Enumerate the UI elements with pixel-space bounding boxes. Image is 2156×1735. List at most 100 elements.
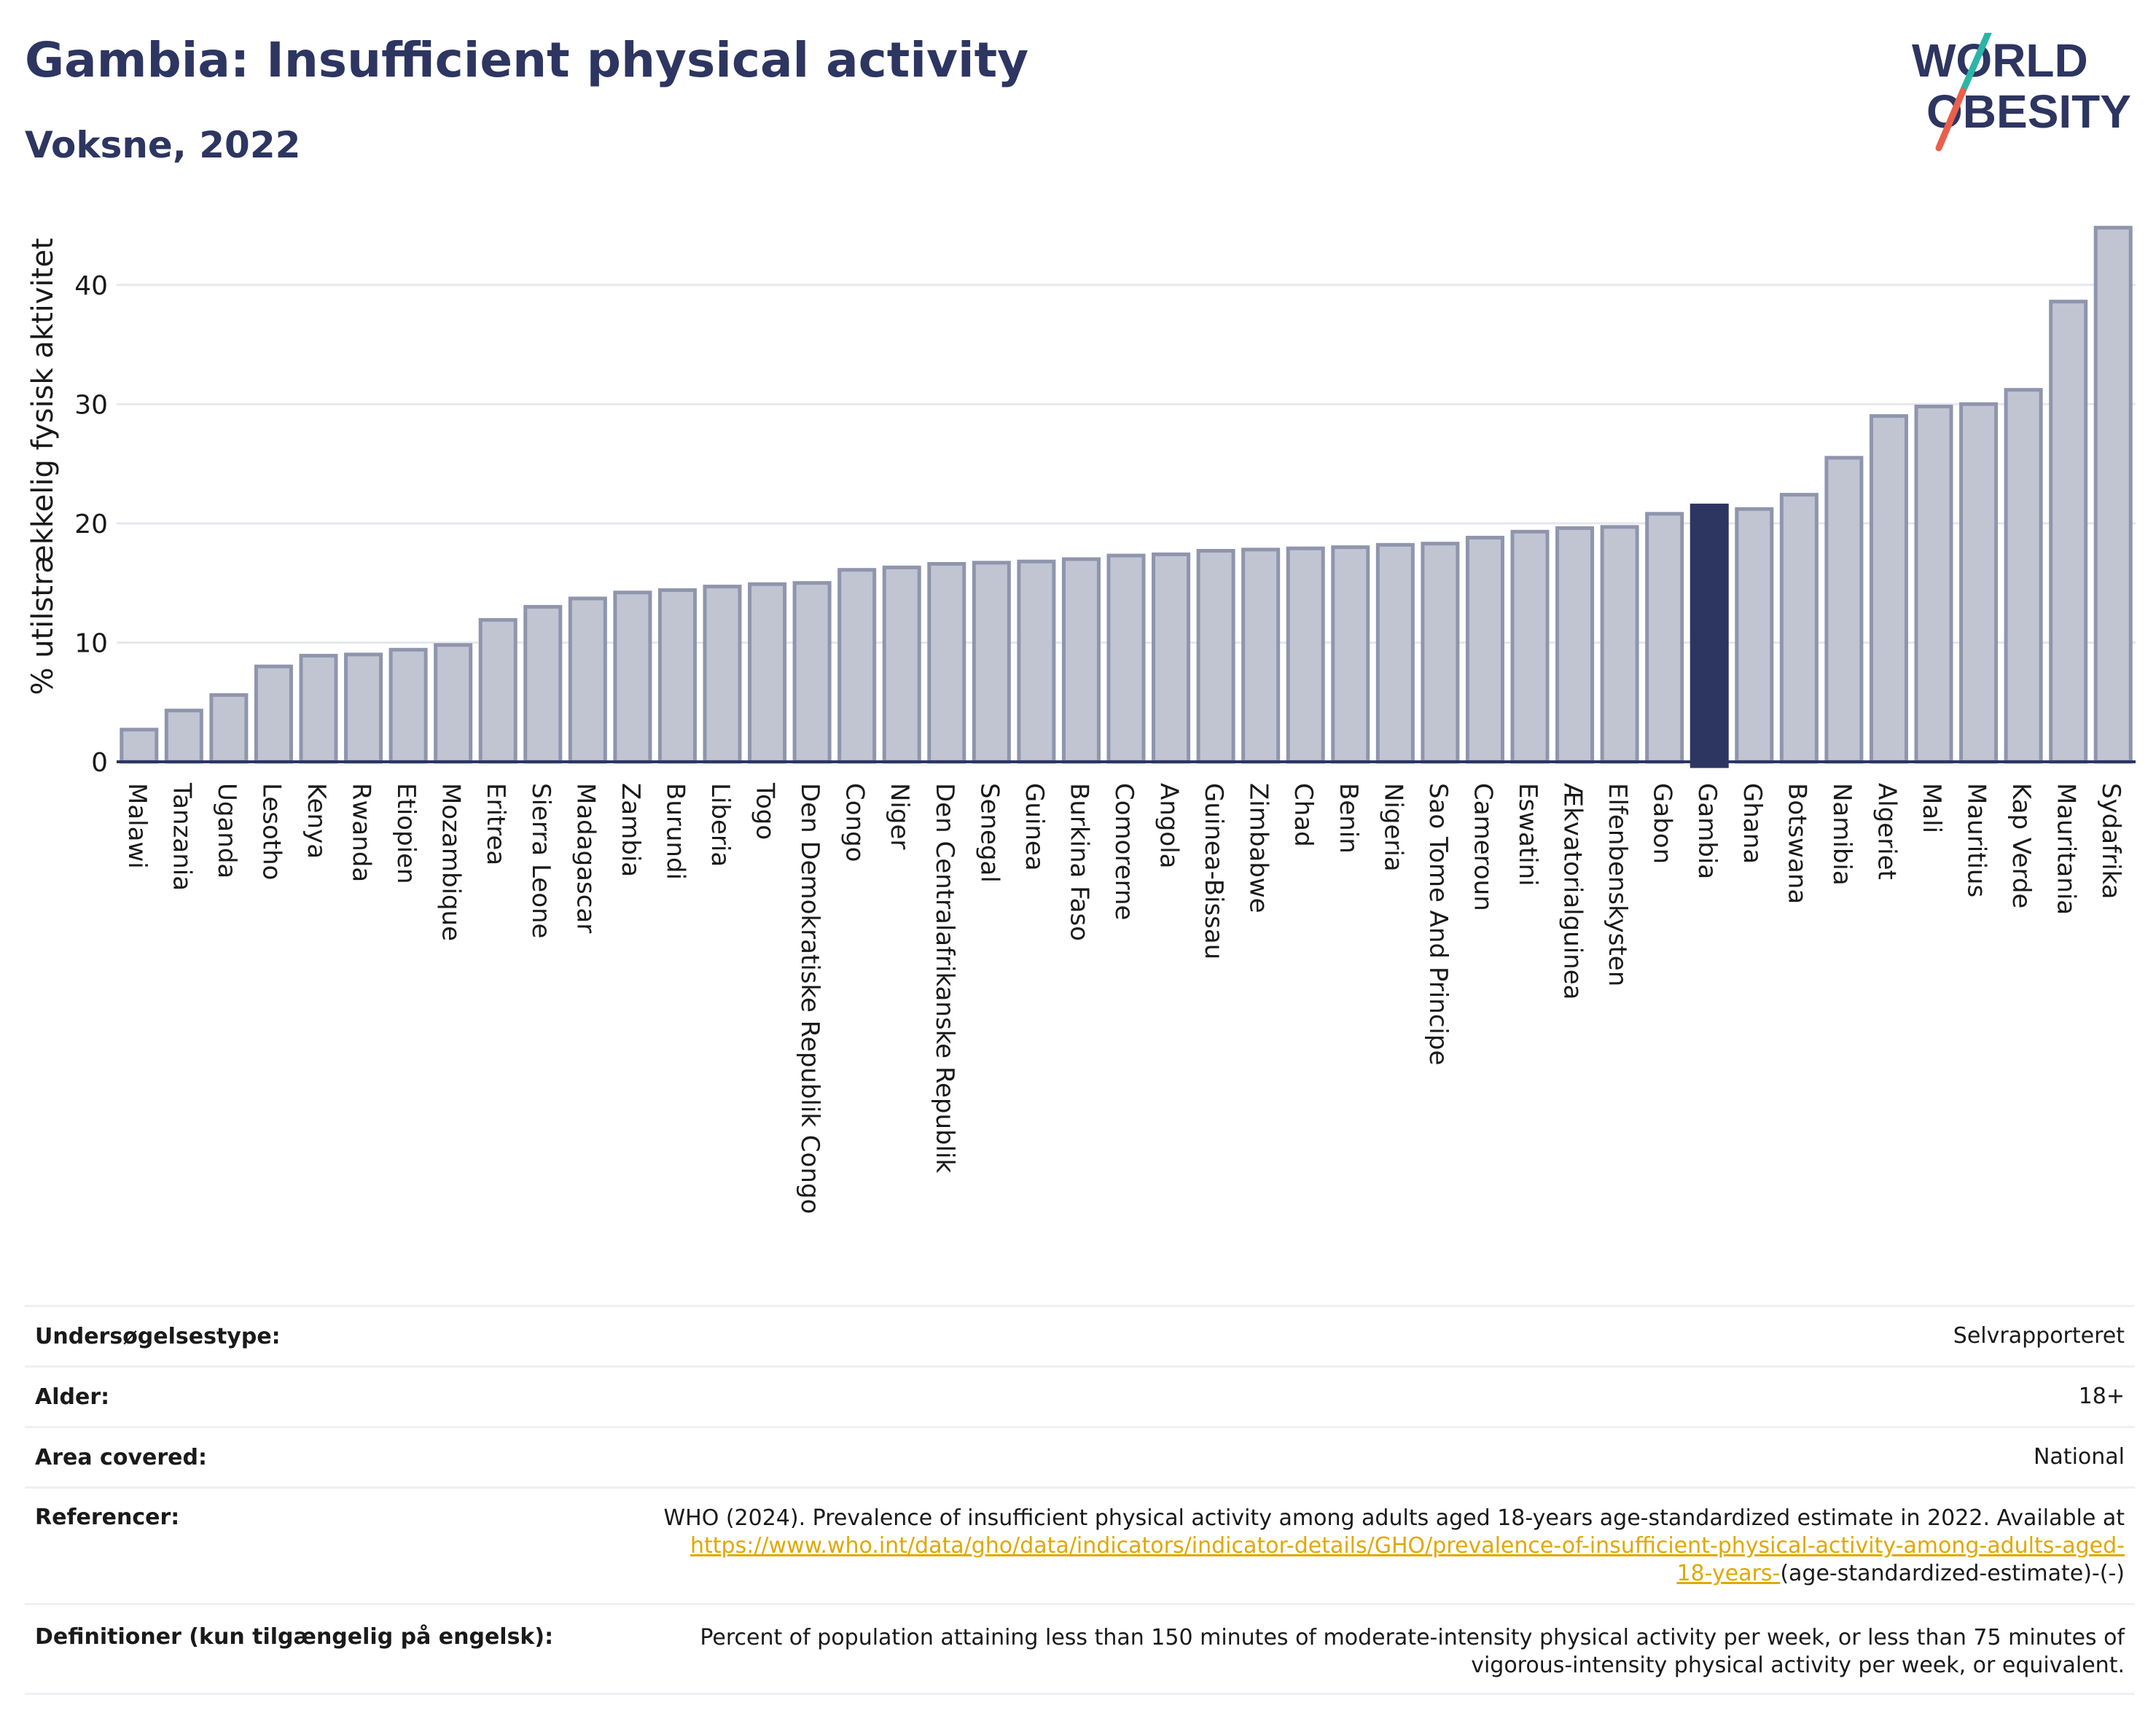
x-tick-label: Mozambique — [437, 783, 466, 941]
info-value: Selvrapporteret — [1953, 1323, 2125, 1349]
references-value: WHO (2024). Prevalence of insufficient p… — [663, 1505, 2135, 1588]
bar-nigeria — [1375, 542, 1415, 764]
bar-kap-verde — [2004, 388, 2043, 764]
x-tick-label: Cameroun — [1468, 783, 1497, 911]
bar-malawi — [120, 728, 159, 764]
references-key: Referencer: — [35, 1505, 180, 1530]
x-tick-label: Benin — [1334, 783, 1363, 854]
bar-niger — [882, 565, 921, 764]
x-tick-label: Mali — [1917, 783, 1946, 833]
x-tick-label: Den Centralafrikanske Republik — [930, 783, 959, 1173]
bar-mauritania — [2049, 300, 2088, 764]
bar-chad — [1286, 546, 1325, 764]
page-subtitle: Voksne, 2022 — [25, 124, 301, 166]
bar-den-centralafrikanske-republik — [927, 561, 966, 764]
bar-sydafrika — [2093, 225, 2133, 764]
bar-liberia — [703, 585, 742, 764]
x-tick-label: Mauritius — [1962, 783, 1991, 897]
definitions-value: Percent of population attaining less tha… — [700, 1624, 2135, 1680]
bar-ghana — [1735, 507, 1774, 764]
x-tick-label: Burkina Faso — [1064, 783, 1093, 941]
x-tick-label: Chad — [1289, 783, 1318, 847]
info-value: National — [2033, 1444, 2125, 1470]
info-row: Undersøgelsestype: Selvrapporteret — [25, 1305, 2135, 1365]
x-tick-label: Burundi — [660, 783, 690, 880]
bar-zambia — [613, 590, 652, 764]
x-tick-label: Gambia — [1692, 783, 1722, 879]
x-tick-label: Ækvatorialguinea — [1558, 783, 1587, 999]
references-row: Referencer: WHO (2024). Prevalence of ins… — [25, 1486, 2135, 1603]
x-tick-label: Lesotho — [257, 783, 286, 880]
x-tick-label: Angola — [1155, 783, 1184, 868]
y-axis-label: % utilstrækkelig fysisk aktivitet — [26, 238, 60, 695]
bar-den-demokratiske-republik-congo — [792, 581, 832, 764]
info-key: Undersøgelsestype: — [35, 1323, 281, 1349]
y-tick-label: 30 — [74, 390, 108, 420]
references-link-line: 18-years-(age-standardized-estimate)-(-) — [663, 1560, 2125, 1588]
x-tick-label: Zambia — [616, 783, 645, 877]
x-tick-label: Etiopien — [391, 783, 421, 884]
reference-link[interactable]: https://www.who.int/data/gho/data/indica… — [690, 1533, 2125, 1559]
definitions-key: Definitioner (kun tilgængelig på engelsk… — [35, 1624, 554, 1650]
x-tick-label: Sierra Leone — [526, 783, 555, 938]
reference-link[interactable]: 18-years- — [1676, 1561, 1781, 1586]
bar-elfenbenskysten — [1600, 525, 1639, 764]
info-row: Alder: 18+ — [25, 1365, 2135, 1426]
bar-etiopien — [388, 647, 428, 764]
references-text: WHO (2024). Prevalence of insufficient p… — [663, 1505, 2125, 1531]
x-tick-label: Togo — [751, 782, 780, 840]
x-tick-label: Sao Tome And Principe — [1423, 783, 1453, 1065]
x-tick-label: Uganda — [212, 783, 241, 878]
bar-tanzania — [164, 709, 203, 764]
bar-eritrea — [478, 617, 517, 764]
definitions-line: vigorous-intensity physical activity per… — [1471, 1653, 2125, 1678]
bar-madagascar — [568, 596, 607, 764]
y-tick-label: 10 — [74, 628, 108, 658]
bar-senegal — [972, 561, 1011, 764]
x-tick-label: Liberia — [706, 783, 735, 867]
x-tick-label: Gabon — [1648, 783, 1677, 864]
bar-cameroun — [1465, 536, 1504, 764]
x-tick-label: Zimbabwe — [1244, 783, 1273, 913]
bar-sierra-leone — [523, 604, 563, 764]
logo-line1: WORLD — [1912, 34, 2088, 87]
bar-chart: 0 10 20 30 40 Malawi Tanzania Uganda Lesotho Ken… — [26, 225, 2136, 1214]
bar-kenya — [299, 653, 338, 764]
x-tick-label: Guinea-Bissau — [1199, 783, 1228, 959]
y-tick-label: 0 — [91, 748, 108, 778]
bar-lesotho — [254, 664, 293, 764]
info-row: Area covered: National — [25, 1426, 2135, 1486]
bar-ækvatorialguinea — [1555, 526, 1595, 764]
bar-rwanda — [344, 652, 383, 764]
info-key: Alder: — [35, 1384, 110, 1410]
bar-guinea-bissau — [1196, 549, 1235, 764]
x-tick-label: Niger — [885, 783, 914, 849]
bar-zimbabwe — [1241, 547, 1281, 764]
bar-comorerne — [1106, 553, 1146, 764]
bar-benin — [1331, 545, 1370, 764]
bar-namibia — [1824, 456, 1864, 764]
info-key: Area covered: — [35, 1444, 207, 1470]
x-tick-label: Malawi — [122, 783, 152, 869]
x-tick-label: Algeriet — [1872, 783, 1901, 880]
bar-togo — [748, 582, 787, 764]
bar-uganda — [209, 693, 249, 764]
x-tick-label: Sydafrika — [2096, 783, 2125, 899]
x-tick-label: Ghana — [1738, 783, 1767, 864]
bar-congo — [837, 568, 877, 764]
y-tick-label: 20 — [74, 510, 108, 539]
world-obesity-logo: WORLD OBESITY — [1912, 33, 2131, 152]
definitions-line: Percent of population attaining less tha… — [700, 1625, 2125, 1650]
info-table: Undersøgelsestype: Selvrapporteret Alder: 1… — [25, 1305, 2135, 1695]
x-tick-label: Eswatini — [1513, 783, 1542, 886]
x-tick-label: Botswana — [1782, 783, 1811, 904]
x-tick-label: Namibia — [1827, 783, 1856, 886]
x-tick-label: Mauritania — [2052, 783, 2081, 915]
page-title: Gambia: Insufficient physical activity — [25, 32, 1029, 88]
info-value: 18+ — [2078, 1384, 2125, 1409]
y-tick-label: 40 — [74, 271, 108, 301]
references-link-line: https://www.who.int/data/gho/data/indica… — [663, 1532, 2125, 1560]
x-tick-label: Tanzania — [167, 782, 196, 891]
x-tick-label: Elfenbenskysten — [1603, 783, 1632, 986]
x-tick-label: Den Demokratiske Republik Congo — [795, 783, 824, 1214]
